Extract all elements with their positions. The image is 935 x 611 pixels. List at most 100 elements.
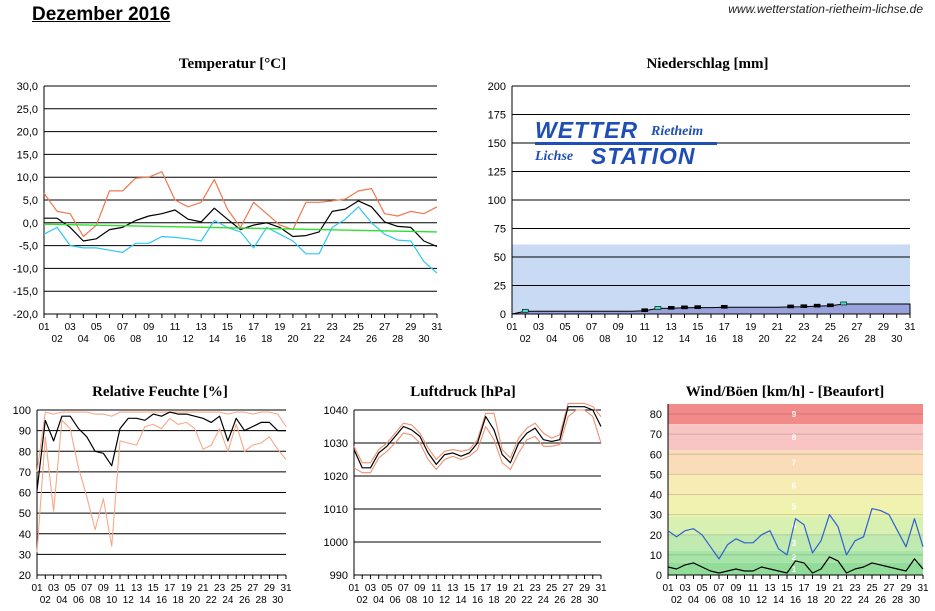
wind-x-tick-label: 31 bbox=[917, 583, 929, 594]
precipitation-daily-bar bbox=[827, 303, 834, 308]
wind-x-tick-label: 16 bbox=[790, 595, 802, 606]
pressure-x-tick-label: 22 bbox=[521, 595, 533, 606]
pressure-x-tick-label: 10 bbox=[423, 595, 435, 606]
precipitation-x-tick-label: 16 bbox=[705, 334, 717, 345]
wind-chart-title: Wind/Böen [km/h] - [Beaufort] bbox=[685, 384, 885, 400]
precipitation-x-tick-label: 23 bbox=[798, 322, 810, 333]
temperature-y-tick-label: 20,0 bbox=[17, 127, 38, 139]
temperature-max-line bbox=[43, 171, 438, 238]
temperature-trend-line bbox=[43, 223, 438, 233]
precipitation-x-tick-label: 13 bbox=[666, 322, 678, 333]
precipitation-daily-bar bbox=[521, 308, 529, 313]
humidity-y-tick-label: 60 bbox=[19, 488, 31, 500]
precipitation-daily-bar bbox=[641, 308, 648, 312]
temperature-x-tick-label: 23 bbox=[327, 322, 339, 333]
wind-beaufort-band bbox=[668, 404, 923, 425]
temperature-y-tick-label: -15,0 bbox=[13, 286, 38, 298]
pressure-x-tick-label: 08 bbox=[406, 595, 418, 606]
temperature-y-tick-label: -20,0 bbox=[13, 309, 38, 321]
pressure-x-tick-label: 26 bbox=[554, 595, 566, 606]
precipitation-daily-bar bbox=[654, 306, 662, 310]
pressure-x-tick-label: 05 bbox=[381, 583, 393, 594]
humidity-y-tick-label: 100 bbox=[13, 405, 31, 417]
pressure-x-tick-label: 13 bbox=[447, 583, 459, 594]
pressure-x-tick-label: 17 bbox=[480, 583, 492, 594]
wind-y-tick-label: 0 bbox=[656, 570, 662, 582]
pressure-x-tick-label: 27 bbox=[563, 583, 575, 594]
wind-x-tick-label: 07 bbox=[713, 583, 725, 594]
pressure-x-tick-label: 31 bbox=[595, 583, 607, 594]
precipitation-x-tick-label: 15 bbox=[692, 322, 704, 333]
temperature-x-tick-label: 19 bbox=[274, 322, 286, 333]
precipitation-x-tick-label: 10 bbox=[626, 334, 638, 345]
pressure-x-tick-label: 02 bbox=[357, 595, 369, 606]
precipitation-x-tick-label: 18 bbox=[732, 334, 744, 345]
humidity-x-tick-label: 30 bbox=[272, 595, 284, 606]
temperature-x-tick-label: 31 bbox=[431, 322, 443, 333]
temperature-x-tick-label: 04 bbox=[78, 334, 90, 345]
wind-x-tick-label: 23 bbox=[849, 583, 861, 594]
humidity-y-tick-label: 30 bbox=[19, 549, 31, 561]
wind-beaufort-band bbox=[668, 450, 923, 475]
temperature-y-tick-label: 0,0 bbox=[23, 218, 38, 230]
wind-x-tick-label: 10 bbox=[739, 595, 751, 606]
temperature-y-tick-label: 15,0 bbox=[17, 149, 38, 161]
wind-x-tick-label: 25 bbox=[866, 583, 878, 594]
precipitation-x-tick-label: 06 bbox=[573, 334, 585, 345]
wind-x-tick-label: 20 bbox=[824, 595, 836, 606]
humidity-x-tick-label: 19 bbox=[181, 583, 193, 594]
wind-beaufort-band bbox=[668, 516, 923, 535]
precipitation-daily-bar bbox=[667, 305, 675, 310]
wind-x-tick-label: 12 bbox=[756, 595, 768, 606]
wind-x-tick-label: 21 bbox=[832, 583, 844, 594]
precipitation-x-tick-label: 31 bbox=[904, 322, 916, 333]
logo-word-rietheim: Rietheim bbox=[651, 124, 704, 139]
temperature-x-tick-label: 24 bbox=[340, 334, 352, 345]
wind-x-tick-label: 04 bbox=[688, 595, 700, 606]
humidity-x-tick-label: 02 bbox=[40, 595, 52, 606]
pressure-x-tick-label: 09 bbox=[414, 583, 426, 594]
wind-x-tick-label: 18 bbox=[807, 595, 819, 606]
humidity-x-tick-label: 28 bbox=[256, 595, 268, 606]
precipitation-x-tick-label: 17 bbox=[719, 322, 731, 333]
precipitation-daily-bar bbox=[800, 304, 808, 309]
precipitation-y-tick-label: 75 bbox=[494, 224, 506, 236]
temperature-x-tick-label: 07 bbox=[117, 322, 129, 333]
humidity-x-tick-label: 01 bbox=[31, 583, 43, 594]
pressure-y-tick-label: 1000 bbox=[324, 537, 348, 549]
humidity-x-tick-label: 11 bbox=[115, 583, 126, 594]
humidity-x-tick-label: 31 bbox=[280, 583, 292, 594]
temperature-chart-title: Temperatur [°C] bbox=[178, 56, 287, 72]
wind-x-tick-label: 24 bbox=[858, 595, 870, 606]
pressure-x-tick-label: 25 bbox=[546, 583, 558, 594]
temperature-mean-line bbox=[44, 200, 438, 248]
pressure-x-tick-label: 01 bbox=[348, 583, 360, 594]
pressure-chart-title: Luftdruck [hPa] bbox=[410, 384, 516, 400]
wind-x-tick-label: 13 bbox=[764, 583, 776, 594]
humidity-x-tick-label: 05 bbox=[65, 583, 77, 594]
temperature-x-tick-label: 18 bbox=[261, 334, 273, 345]
pressure-x-tick-label: 04 bbox=[373, 595, 385, 606]
wind-x-tick-label: 05 bbox=[696, 583, 708, 594]
precipitation-daily-bar bbox=[681, 305, 688, 310]
pressure-x-tick-label: 30 bbox=[587, 595, 599, 606]
wind-y-tick-label: 20 bbox=[650, 530, 662, 542]
wind-x-tick-label: 08 bbox=[722, 595, 734, 606]
wind-y-tick-label: 60 bbox=[650, 449, 662, 461]
temperature-x-tick-label: 02 bbox=[52, 334, 64, 345]
temperature-x-tick-label: 12 bbox=[183, 334, 195, 345]
humidity-x-tick-label: 25 bbox=[231, 583, 243, 594]
precipitation-y-tick-label: 200 bbox=[488, 81, 506, 93]
precipitation-x-tick-label: 09 bbox=[613, 322, 625, 333]
precipitation-x-tick-label: 04 bbox=[546, 334, 558, 345]
pressure-x-tick-label: 21 bbox=[513, 583, 525, 594]
wind-beaufort-band bbox=[668, 550, 923, 563]
logo-word-lichse: Lichse bbox=[535, 149, 574, 164]
pressure-max-line bbox=[353, 402, 602, 464]
temperature-x-tick-label: 13 bbox=[196, 322, 208, 333]
precipitation-x-tick-label: 02 bbox=[520, 334, 532, 345]
temperature-x-tick-label: 22 bbox=[314, 334, 326, 345]
precipitation-x-tick-label: 26 bbox=[838, 334, 850, 345]
precipitation-daily-bar bbox=[813, 303, 821, 308]
